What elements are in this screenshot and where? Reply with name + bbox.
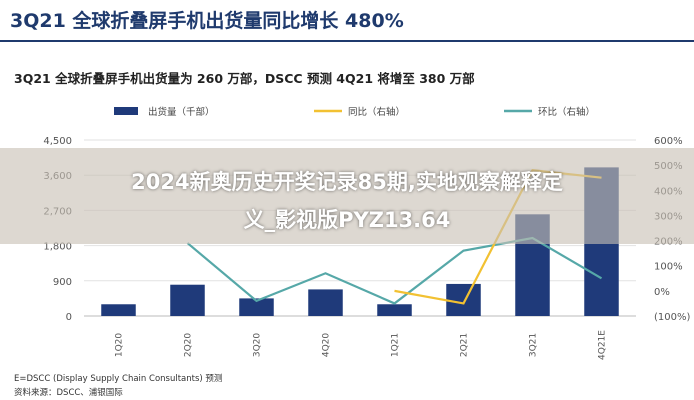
- x-axis-tick-label: 2Q20: [184, 333, 194, 358]
- legend-label-2: 环比（右轴）: [538, 106, 595, 118]
- watermark-text-line1: 2024新奥历史开奖记录85期,实地观察解释定: [131, 170, 563, 194]
- x-axis-tick-label: 4Q21E: [598, 330, 608, 360]
- bar-2Q20: [170, 284, 205, 316]
- x-axis-tick-label: 4Q20: [322, 333, 332, 358]
- bar-2Q21: [446, 283, 481, 316]
- x-axis-tick-label: 3Q21: [529, 333, 539, 357]
- left-axis-tick-label: 900: [53, 277, 72, 288]
- x-axis-tick-label: 1Q20: [115, 333, 125, 358]
- x-axis-tick-label: 2Q21: [460, 333, 470, 357]
- bar-4Q20: [308, 289, 343, 316]
- legend-swatch-0: [114, 107, 138, 115]
- footnote-estimate: E=DSCC (Display Supply Chain Consultants…: [14, 374, 223, 384]
- right-axis-tick-label: (100%): [654, 312, 690, 323]
- legend-label-1: 同比（右轴）: [348, 106, 405, 118]
- left-axis-tick-label: 1,800: [43, 242, 72, 253]
- left-axis-tick-label: 0: [66, 312, 72, 323]
- right-axis-tick-label: 100%: [654, 262, 683, 273]
- watermark-text-line2: 义_影视版PYZ13.64: [243, 208, 451, 232]
- bar-3Q20: [239, 298, 274, 316]
- bar-1Q21: [377, 304, 412, 316]
- left-axis-tick-label: 4,500: [43, 136, 72, 147]
- x-axis-tick-label: 3Q20: [253, 333, 263, 358]
- header-divider: [0, 40, 694, 42]
- footnote-source: 资料来源：DSCC、浦银国际: [14, 388, 123, 398]
- watermark-band: [0, 148, 694, 244]
- right-axis-tick-label: 600%: [654, 136, 683, 147]
- x-axis-tick-label: 1Q21: [391, 333, 401, 357]
- header-bar: 3Q21 全球折叠屏手机出货量同比增长 480%: [0, 0, 694, 40]
- bar-1Q20: [101, 304, 136, 316]
- right-axis-tick-label: 0%: [654, 287, 670, 298]
- chart-subtitle: 3Q21 全球折叠屏手机出货量为 260 万部，DSCC 预测 4Q21 将增至…: [14, 71, 475, 86]
- legend-label-0: 出货量（千部）: [148, 106, 215, 118]
- page-title: 3Q21 全球折叠屏手机出货量同比增长 480%: [10, 10, 404, 32]
